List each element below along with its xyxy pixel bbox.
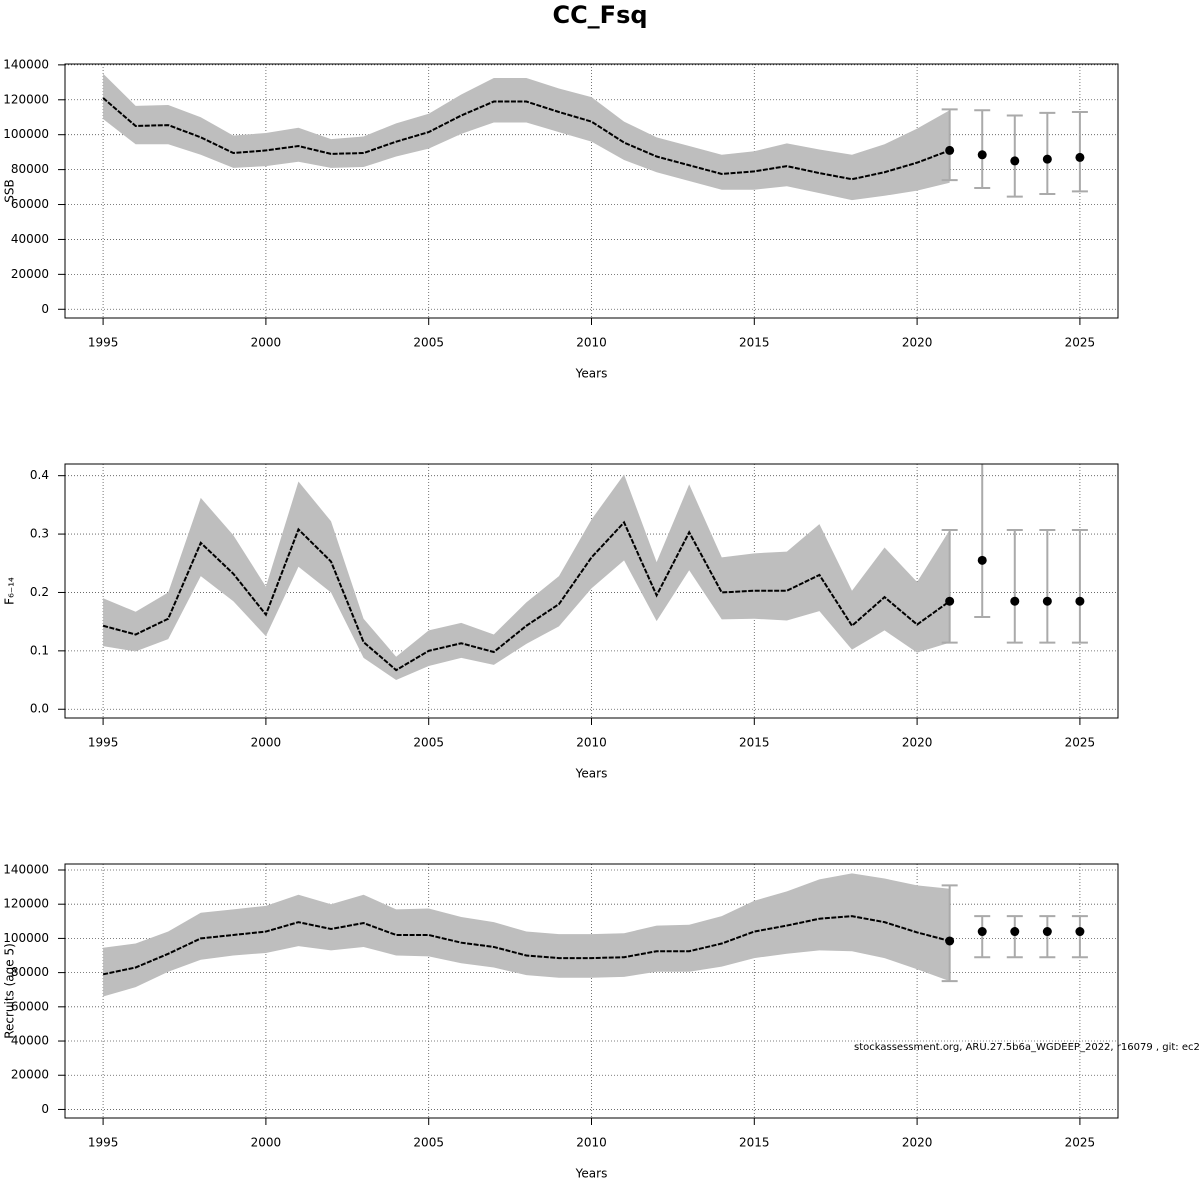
y-tick-label: 40000 [11,232,49,246]
x-tick-label: 2025 [1065,736,1096,750]
x-tick-label: 2005 [413,736,444,750]
x-tick-label: 2015 [739,736,770,750]
plot-frame [64,863,1119,1119]
forecast-point [977,555,987,565]
plot-frame [64,63,1119,319]
x-tick-label: 2020 [902,736,933,750]
confidence-band [103,474,950,681]
forecast-point [977,927,987,937]
y-tick-label: 0 [41,302,49,316]
y-tick-label: 20000 [11,1068,49,1082]
forecast-point [977,150,987,160]
forecast-point [1075,596,1085,606]
y-axis-label: Recruits (age 5) [3,943,17,1039]
y-tick-label: 20000 [11,267,49,281]
x-tick-label: 2020 [902,336,933,350]
x-tick-label: 2000 [251,336,282,350]
x-tick-label: 1995 [88,1136,119,1150]
figure-title: CC_Fsq [552,1,647,29]
forecast-point [1010,596,1020,606]
x-axis-label: Years [575,767,608,781]
plot-area [65,64,1118,318]
x-tick-label: 2010 [576,736,607,750]
estimate-line [102,97,951,181]
y-tick-label: 60000 [11,999,49,1013]
forecast-point [1042,154,1052,164]
x-tick-label: 2015 [739,336,770,350]
y-tick-label: 0.0 [30,702,49,716]
forecast-point [1042,927,1052,937]
forecast-point [1010,156,1020,166]
estimate-line [102,520,951,672]
y-tick-label: 0 [41,1102,49,1116]
x-axis-label: Years [575,367,608,381]
y-tick-label: 40000 [11,1034,49,1048]
x-tick-label: 2020 [902,1136,933,1150]
x-tick-label: 2005 [413,336,444,350]
x-tick-label: 2005 [413,1136,444,1150]
y-axis-label: F₆₋₁₄ [3,577,17,605]
forecast-point [1075,152,1085,162]
y-tick-label: 100000 [3,931,49,945]
forecast-point [1075,927,1085,937]
x-axis-label: Years [575,1167,608,1181]
y-tick-label: 80000 [11,965,49,979]
x-tick-label: 1995 [88,336,119,350]
y-tick-label: 140000 [3,57,49,71]
x-tick-label: 2000 [251,736,282,750]
forecast-point [945,596,955,606]
x-tick-label: 2015 [739,1136,770,1150]
forecast-point [1042,596,1052,606]
y-tick-label: 120000 [3,897,49,911]
forecast-point [1010,927,1020,937]
forecast-point [945,145,955,155]
y-tick-label: 0.3 [30,527,49,541]
x-tick-label: 2010 [576,336,607,350]
y-tick-label: 0.2 [30,585,49,599]
x-tick-label: 2010 [576,1136,607,1150]
y-tick-label: 0.1 [30,643,49,657]
y-tick-label: 80000 [11,162,49,176]
y-axis-label: SSB [3,179,17,202]
plot-area [65,464,1118,718]
estimate-line [102,915,950,976]
plot-area [65,864,1118,1118]
x-tick-label: 2025 [1065,336,1096,350]
x-tick-label: 2000 [251,1136,282,1150]
y-tick-label: 120000 [3,92,49,106]
y-tick-label: 100000 [3,127,49,141]
y-tick-label: 0.4 [30,468,49,482]
forecast-point [945,936,955,946]
x-tick-label: 1995 [88,736,119,750]
x-tick-label: 2025 [1065,1136,1096,1150]
y-tick-label: 140000 [3,862,49,876]
plot-frame [64,463,1119,719]
confidence-band [103,873,950,997]
y-tick-label: 60000 [11,197,49,211]
footnote: stockassessment.org, ARU.27.5b6a_WGDEEP_… [854,1042,1200,1053]
confidence-band [103,73,950,201]
